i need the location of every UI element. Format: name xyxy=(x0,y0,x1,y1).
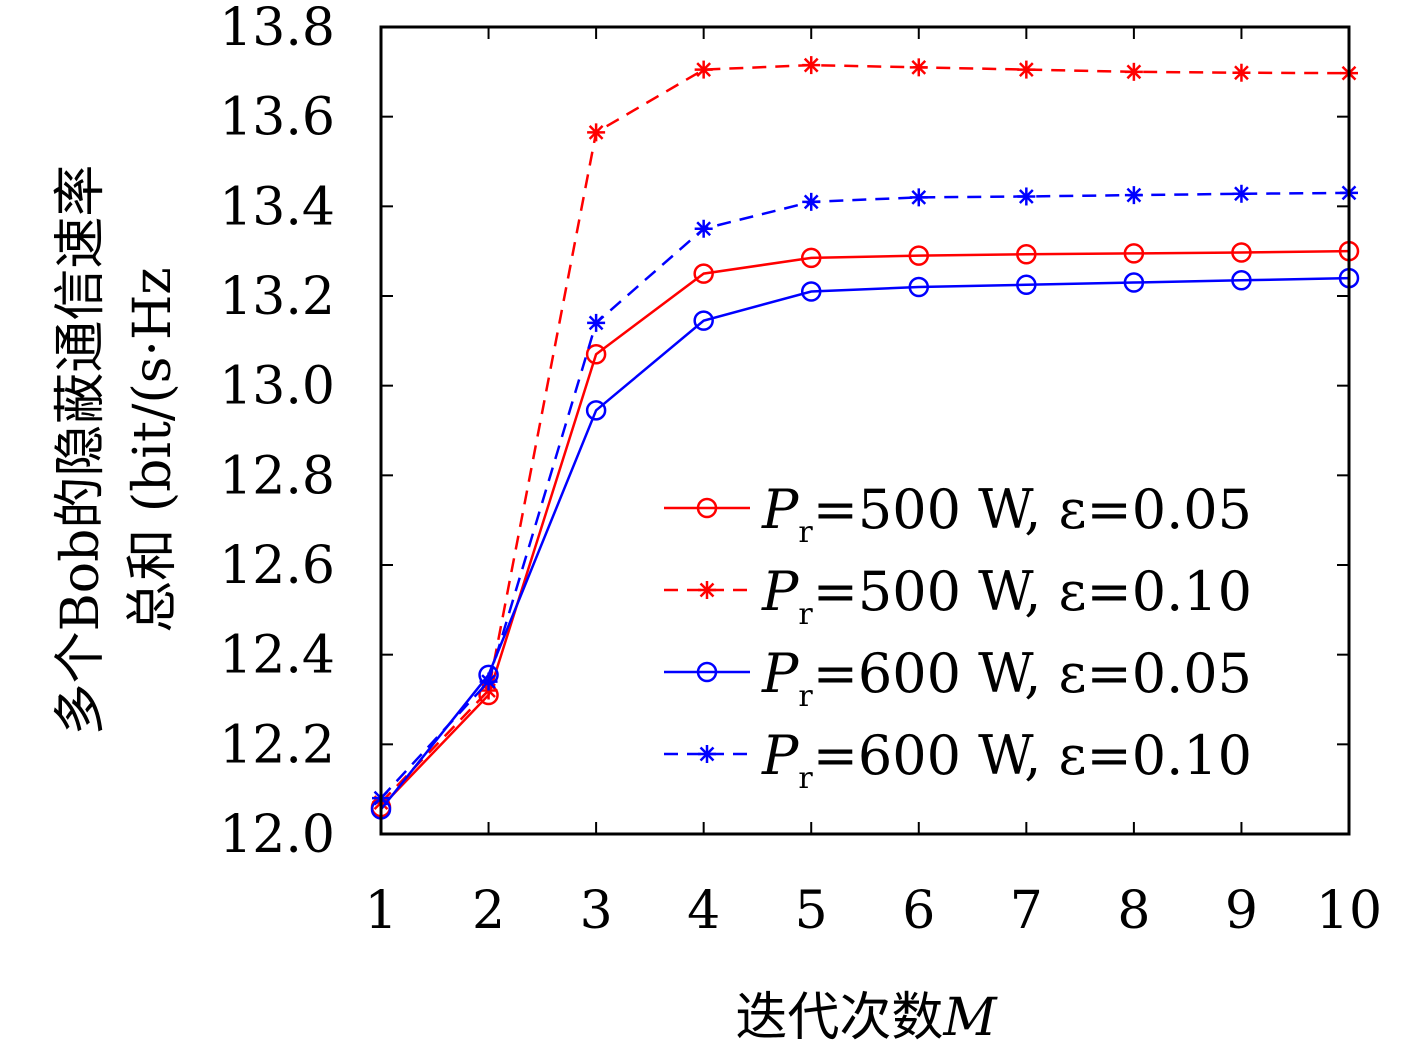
x-tick-label: 1 xyxy=(364,881,397,941)
data-point xyxy=(587,313,606,332)
y-tick-label: 12.8 xyxy=(219,446,335,506)
y-tick-label: 13.0 xyxy=(219,357,335,417)
data-point xyxy=(585,344,607,365)
data-point xyxy=(585,400,607,421)
data-point xyxy=(1017,60,1036,79)
legend-text: =500 W, ε=0.10 xyxy=(813,560,1252,623)
series-line xyxy=(380,63,1350,804)
data-point xyxy=(909,58,928,77)
legend-var: P xyxy=(761,642,800,705)
x-axis-title: 迭代次数M xyxy=(735,988,998,1048)
data-point xyxy=(1232,184,1251,203)
plot-frame xyxy=(379,25,1351,836)
y-tick-label: 12.6 xyxy=(219,536,335,596)
data-point xyxy=(693,310,714,331)
data-point xyxy=(908,245,930,266)
y-axis-title: 多个Bob的隐蔽通信速率 总和 (bit/(s·Hz xyxy=(51,165,183,736)
x-axis-title-var: M xyxy=(942,988,998,1048)
legend-entry-4: Pr=600 W, ε=0.10 xyxy=(664,724,1252,796)
legend-text: =600 W, ε=0.10 xyxy=(813,724,1252,787)
x-tick-label: 5 xyxy=(795,881,828,941)
data-point xyxy=(1016,274,1037,296)
y-tick-label: 13.4 xyxy=(219,177,335,237)
data-point xyxy=(1232,63,1251,82)
y-axis-title-line1: 多个Bob的隐蔽通信速率 xyxy=(51,165,111,736)
data-point xyxy=(909,188,928,207)
legend-entry-1: Pr=500 W, ε=0.05 xyxy=(664,478,1252,550)
legend-text: =600 W, ε=0.05 xyxy=(813,642,1252,705)
x-tick-label: 6 xyxy=(902,881,935,941)
y-tick-label: 12.2 xyxy=(219,715,335,775)
legend-entry-2: Pr=500 W, ε=0.10 xyxy=(664,560,1252,632)
legend-var: P xyxy=(761,724,800,787)
legend-label: Pr=500 W, ε=0.05 xyxy=(761,478,1252,550)
legend-sub: r xyxy=(798,679,813,714)
series-line xyxy=(380,249,1350,808)
legend-label: Pr=500 W, ε=0.10 xyxy=(761,560,1252,632)
x-tick-label: 3 xyxy=(580,881,613,941)
series-line xyxy=(380,191,1350,799)
ticks-layer: 1 2 3 4 5 6 7 8 9 10 12.0 12.2 12.4 12.6 12.8 13.0 13.2 1… xyxy=(219,0,1382,941)
legend-sub: r xyxy=(798,515,813,550)
data-point xyxy=(802,56,821,75)
y-tick-label: 12.0 xyxy=(219,805,335,865)
x-tick-label: 7 xyxy=(1010,881,1043,941)
data-point xyxy=(1231,242,1252,263)
legend-sub: r xyxy=(798,761,813,796)
data-point xyxy=(1124,62,1143,81)
x-tick-label: 9 xyxy=(1225,881,1258,941)
y-tick-label: 13.8 xyxy=(219,0,335,58)
data-point xyxy=(802,192,821,211)
x-tick-label: 8 xyxy=(1117,881,1150,941)
series-line xyxy=(380,276,1350,811)
legend-label: Pr=600 W, ε=0.10 xyxy=(761,724,1252,796)
x-tick-label: 4 xyxy=(687,881,720,941)
y-axis-title-line2: 总和 (bit/(s·Hz xyxy=(123,267,183,632)
y-tick-label: 13.6 xyxy=(219,88,335,148)
data-point xyxy=(1017,187,1036,206)
data-point xyxy=(800,281,822,302)
data-point xyxy=(908,276,930,298)
data-point xyxy=(1016,244,1037,265)
y-tick-label: 13.2 xyxy=(219,267,335,327)
data-point xyxy=(1123,272,1145,293)
data-point xyxy=(694,60,713,79)
legend-text: =500 W, ε=0.05 xyxy=(813,478,1252,541)
data-point xyxy=(693,263,714,284)
data-point xyxy=(698,581,716,599)
data-point xyxy=(1123,243,1145,264)
data-point xyxy=(696,497,718,519)
legend-entry-3: Pr=600 W, ε=0.05 xyxy=(664,642,1252,714)
data-point xyxy=(479,672,498,691)
data-point xyxy=(800,247,822,269)
data-point xyxy=(696,661,718,683)
data-point xyxy=(1231,270,1252,291)
x-tick-label: 2 xyxy=(472,881,505,941)
y-tick-label: 12.4 xyxy=(219,626,335,686)
legend-var: P xyxy=(761,478,800,541)
svg-text:迭代次数M: 迭代次数M xyxy=(735,988,998,1048)
data-point xyxy=(694,219,713,238)
x-axis-title-text: 迭代次数 xyxy=(735,988,943,1048)
data-point xyxy=(1124,186,1143,205)
x-tick-label: 10 xyxy=(1316,881,1382,941)
legend-var: P xyxy=(761,560,800,623)
data-point xyxy=(698,745,716,763)
data-point xyxy=(587,123,606,142)
legend-label: Pr=600 W, ε=0.05 xyxy=(761,642,1252,714)
legend-sub: r xyxy=(798,597,813,632)
